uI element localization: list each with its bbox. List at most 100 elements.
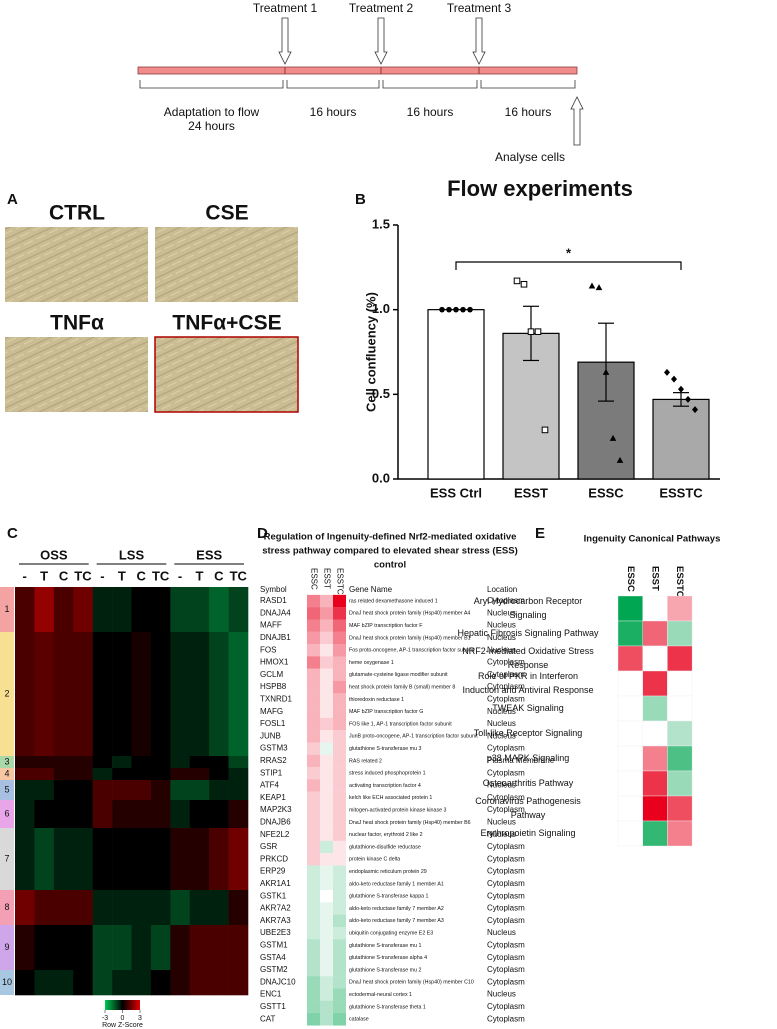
- row-label: NRF2-mediated Oxidative Stress: [462, 646, 594, 656]
- gene-symbol: GSTM2: [260, 965, 288, 974]
- y-tick-label: 0.5: [372, 386, 390, 401]
- group-label: LSS: [119, 547, 145, 562]
- heat-cell: [320, 656, 333, 669]
- heat-cell: [112, 632, 132, 757]
- gene-symbol: CAT: [260, 1014, 276, 1023]
- heat-cell: [617, 745, 643, 772]
- heat-cell: [228, 756, 249, 769]
- gene-symbol: STIP1: [260, 768, 283, 777]
- gene-location: Cytoplasm: [487, 891, 525, 900]
- heat-cell: [320, 680, 333, 694]
- heat-cell: [333, 840, 346, 854]
- gene-name: heme oxygenase 1: [349, 660, 394, 666]
- heat-cell: [189, 890, 210, 926]
- heat-cell: [333, 902, 346, 915]
- gene-location: Cytoplasm: [487, 805, 525, 814]
- cluster-band: [0, 632, 14, 756]
- gene-name: aldo-keto reductase family 7 member A2: [349, 906, 444, 912]
- heat-cell: [228, 925, 249, 971]
- data-point: [453, 306, 459, 313]
- heat-cell: [209, 828, 229, 891]
- heat-cell: [189, 828, 210, 891]
- heat-cell: [228, 800, 249, 829]
- heat-cell: [53, 970, 74, 996]
- cluster-label: 10: [2, 977, 12, 987]
- column-label: TC: [230, 568, 248, 583]
- heat-cell: [333, 914, 346, 928]
- gene-name: DnaJ heat shock protein family (Hsp40) m…: [349, 820, 471, 826]
- panel-letter: C: [7, 525, 18, 542]
- heat-cell: [170, 800, 191, 829]
- data-point: [460, 306, 466, 313]
- gene-symbol: MAFG: [260, 707, 283, 716]
- row-label: Signaling: [509, 610, 546, 620]
- gene-symbol: FOS: [260, 645, 276, 654]
- heat-cell: [333, 656, 346, 669]
- heat-cell: [333, 779, 346, 792]
- heat-cell: [333, 963, 346, 977]
- heat-cell: [34, 890, 55, 926]
- heat-cell: [667, 770, 693, 797]
- gene-location: Nucleus: [487, 707, 516, 716]
- gene-name: JunB proto-oncogene, AP-1 transcription …: [349, 734, 478, 740]
- x-tick-label: ESST: [514, 485, 548, 500]
- column-label: -: [23, 568, 27, 583]
- gene-symbol: DNAJC10: [260, 977, 296, 986]
- heat-cell: [333, 767, 346, 780]
- gene-symbol: GSTM3: [260, 744, 288, 753]
- heat-cell: [73, 756, 93, 769]
- gene-symbol: JUNB: [260, 731, 281, 740]
- heat-cell: [189, 632, 210, 757]
- gene-name: glutathione S-transferase mu 1: [349, 943, 421, 949]
- cluster-band: [0, 587, 14, 632]
- heat-cell: [131, 925, 152, 971]
- data-point: [541, 426, 549, 434]
- gene-location: Cytoplasm: [487, 793, 525, 802]
- gene-symbol: HSPB8: [260, 682, 287, 691]
- significance-label: *: [566, 245, 572, 260]
- heat-cell: [642, 720, 668, 747]
- heat-cell: [150, 970, 171, 996]
- heat-cell: [333, 877, 346, 891]
- heat-cell: [333, 988, 346, 1001]
- gene-name: glutathione S-transferase mu 3: [349, 746, 421, 752]
- gene-location: Cytoplasm: [487, 953, 525, 962]
- heat-cell: [667, 645, 693, 672]
- row-label: Aryl Hydrocarbon Receptor: [474, 596, 583, 606]
- heat-cell: [617, 820, 643, 847]
- colorbar: [105, 1000, 140, 1010]
- row-label: Role of PKR in Interferon: [478, 671, 578, 681]
- cluster-label: 8: [4, 902, 9, 912]
- data-point: [446, 306, 452, 313]
- cluster-band: [0, 800, 14, 828]
- heat-cell: [320, 890, 333, 903]
- heat-cell: [320, 926, 333, 940]
- panel-letter: D: [257, 525, 268, 542]
- heat-cell: [15, 587, 35, 633]
- heat-cell: [112, 800, 132, 829]
- gene-location: Nucleus: [487, 719, 516, 728]
- y-axis-label: Cell confluency (%): [363, 292, 378, 412]
- heat-cell: [307, 803, 320, 817]
- column-label: -: [178, 568, 182, 583]
- heat-cell: [307, 963, 320, 977]
- gene-location: Cytoplasm: [487, 904, 525, 913]
- heat-cell: [320, 1000, 333, 1014]
- table-title: control: [374, 560, 406, 571]
- gene-symbol: AKR7A3: [260, 916, 291, 925]
- gene-name: heat shock protein family B (small) memb…: [349, 685, 455, 691]
- heat-cell: [320, 791, 333, 805]
- heat-cell: [333, 742, 346, 755]
- heat-cell: [307, 988, 320, 1001]
- heat-cell: [73, 768, 93, 781]
- cluster-band: [0, 756, 14, 768]
- heat-cell: [170, 756, 191, 769]
- heat-cell: [320, 877, 333, 891]
- cluster-label: 5: [4, 784, 9, 794]
- heat-cell: [209, 970, 229, 996]
- heat-cell: [53, 890, 74, 926]
- gene-symbol: PRKCD: [260, 854, 288, 863]
- cluster-band: [0, 890, 14, 925]
- heat-cell: [209, 925, 229, 971]
- heat-cell: [92, 925, 113, 971]
